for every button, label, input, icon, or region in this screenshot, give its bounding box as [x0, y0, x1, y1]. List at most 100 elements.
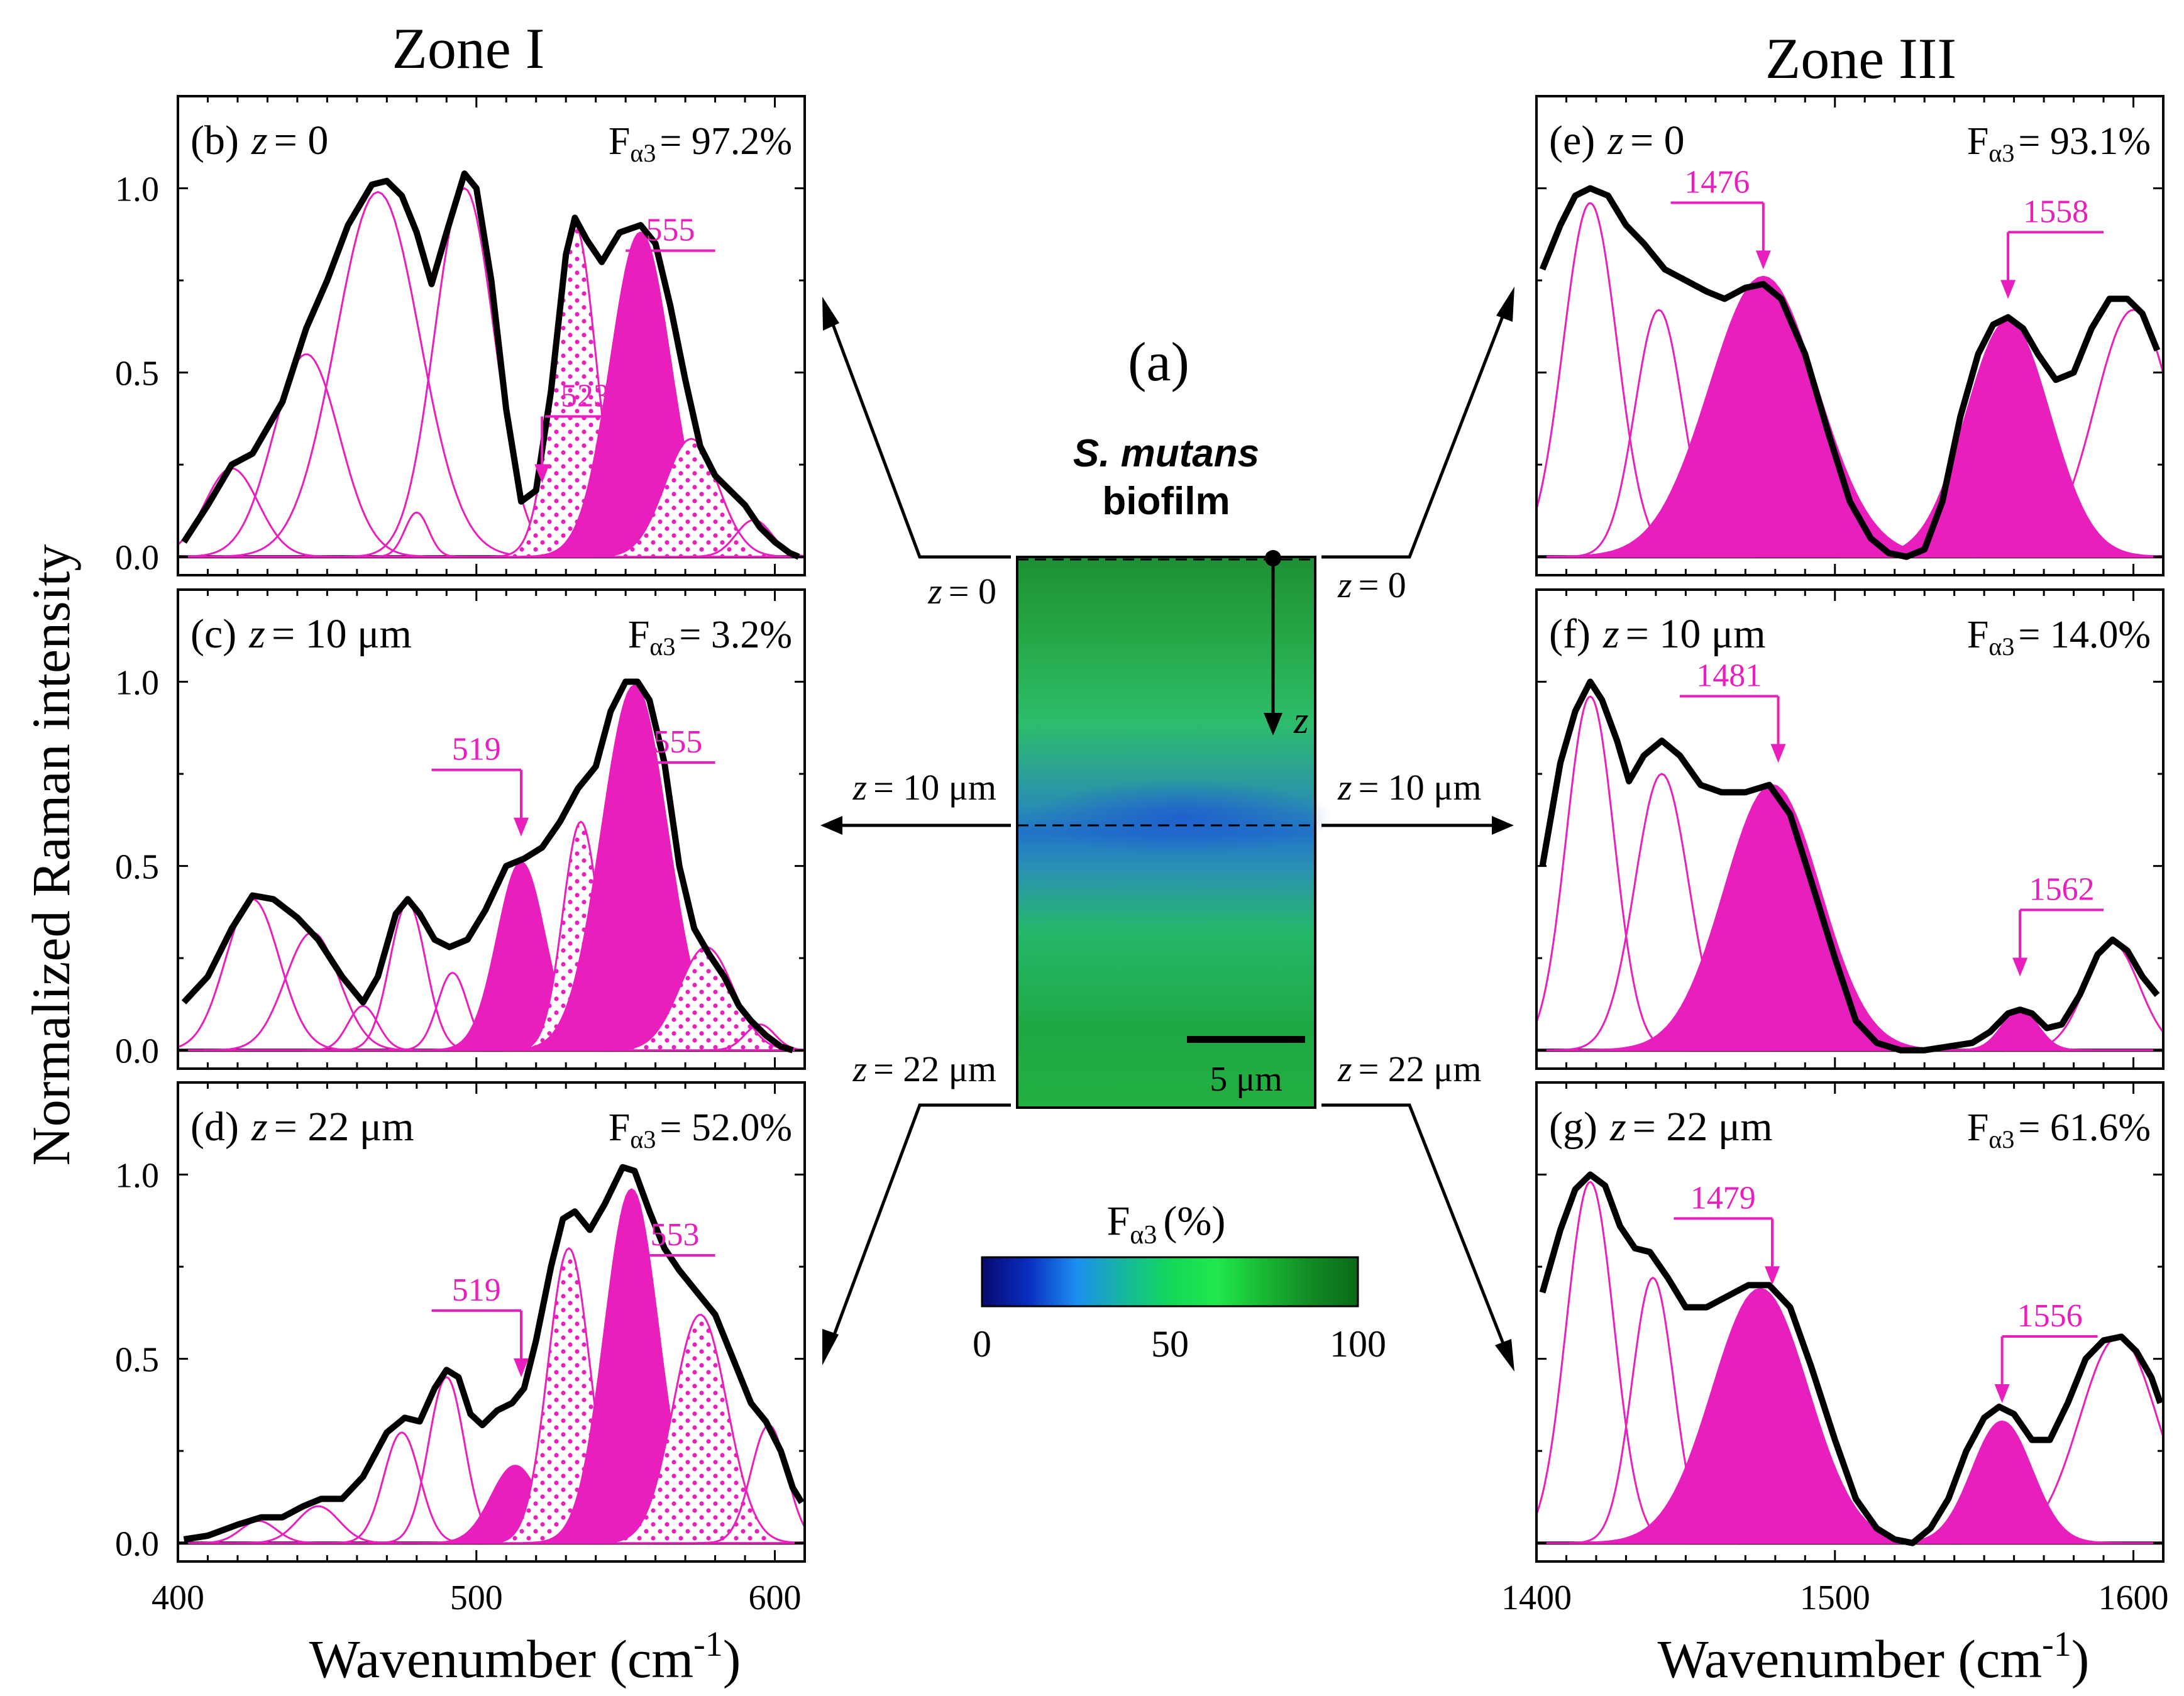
map-low-band: [1031, 779, 1333, 855]
envelope-curve: [1539, 1171, 2163, 1546]
f-alpha3-value: Fα3= 3.2%: [628, 614, 792, 661]
component-band-1558: [1839, 320, 2163, 558]
colorbar-tick-100: 100: [1330, 1323, 1386, 1365]
panel-frame: [1535, 588, 2165, 1070]
peak-label-555: 555: [653, 724, 702, 760]
annotation-arrow-head: [1994, 1384, 2010, 1403]
component-band-1418: [1536, 695, 1687, 1052]
panel-label: (c) z = 10 μm: [190, 611, 412, 657]
f-alpha3-value: Fα3= 93.1%: [1967, 120, 2151, 167]
component-band-1479: [1580, 784, 1965, 1052]
x-tick-label: 1500: [1800, 1578, 1870, 1617]
panel-frame: [1535, 95, 2165, 576]
panel-frame: [177, 1081, 806, 1563]
panel-label: (e) z = 0: [1549, 118, 1685, 163]
y-tick-label: 1.0: [115, 170, 159, 209]
y-tick-label: 1.0: [115, 1157, 159, 1196]
peak-label-1481: 1481: [1696, 658, 1762, 693]
depth-label-right-0: z = 0: [1337, 564, 1406, 605]
panel-a-label: (a): [1128, 332, 1189, 393]
depth-arrow-head: [1264, 713, 1282, 735]
x-axis-label-zone-1: Wavenumber (cm-1): [309, 1625, 741, 1689]
species-name: S. mutans: [1073, 432, 1259, 475]
panel-f: 1481 1562 (f) z = 10 μm Fα3= 14.0%: [1535, 588, 2165, 1070]
panel-label: (f) z = 10 μm: [1549, 611, 1766, 657]
arrow-head-c: [820, 816, 842, 835]
scale-bar-label: 5 μm: [1210, 1060, 1282, 1099]
depth-labels: z = 0 z = 0 z = 10 μm z = 10 μm z = 22 μm z = 22 μm: [852, 564, 1482, 1089]
peak-label-519: 519: [452, 732, 501, 768]
annotation-arrow-head: [2000, 280, 2016, 299]
panel-frame: [177, 95, 806, 576]
y-tick-label: 0.0: [115, 1032, 159, 1071]
arrow-head-d: [822, 1329, 839, 1365]
raman-map: z 5 μm: [1016, 550, 1333, 1109]
f-alpha3-value: Fα3= 14.0%: [1967, 614, 2151, 661]
x-tick-label: 1600: [2099, 1578, 2169, 1617]
annotation-arrow-head: [513, 817, 529, 837]
envelope-curve: [183, 1164, 805, 1543]
f-alpha3-value: Fα3= 52.0%: [609, 1106, 792, 1154]
envelope-curve: [181, 678, 794, 1054]
zone-3-title: Zone III: [1765, 26, 1956, 91]
x-tick-label: 600: [749, 1578, 802, 1617]
arrows: [826, 300, 1511, 1358]
component-band-480: [368, 511, 465, 558]
component-band-1556: [1882, 1420, 2122, 1545]
x-tick-label: 500: [450, 1578, 503, 1617]
peak-label-555: 555: [646, 212, 695, 248]
panel-frame: [177, 588, 806, 1070]
panel-label: (d) z = 22 μm: [190, 1104, 414, 1150]
peak-label-519: 519: [452, 1272, 501, 1308]
annotation-arrow-head: [1765, 1266, 1780, 1286]
arrow-head-e: [1496, 287, 1514, 322]
component-band-572: [583, 438, 800, 558]
f-alpha3-value: Fα3= 97.2%: [609, 120, 792, 167]
colorbar-tick-0: 0: [973, 1323, 991, 1365]
annotation-arrow-head: [1770, 744, 1786, 763]
depth-label-left-0: z = 0: [927, 571, 996, 612]
spectra-panels: 0.0 0.5 1.0 523 555 (b) z = 0 Fα3= 97.2% 0.0 0.5 1.…: [115, 95, 2169, 1617]
biofilm-label: biofilm: [1102, 480, 1230, 523]
panel-b: 0.0 0.5 1.0 523 555 (b) z = 0 Fα3= 97.2%: [115, 95, 806, 578]
y-tick-label: 0.5: [115, 848, 159, 887]
x-axis-label-zone-3: Wavenumber (cm-1): [1658, 1625, 2090, 1689]
annotation-arrow-head: [627, 1303, 643, 1322]
annotation-arrow-head: [534, 464, 550, 483]
peak-label-1476: 1476: [1684, 164, 1750, 200]
panel-g: 1400 1500 1600 1479 1556 (g) z = 22 μm Fα3= 61.6…: [1501, 1081, 2169, 1617]
arrow-to-d: [826, 1103, 1011, 1352]
depth-label-right-1: z = 10 μm: [1337, 767, 1482, 808]
colorbar-title: Fα3 (%): [1107, 1198, 1226, 1250]
arrow-heads: [820, 287, 1514, 1372]
y-tick-label: 0.0: [115, 1525, 159, 1564]
peak-label-1558: 1558: [2023, 194, 2088, 229]
annotation-arrow-head: [632, 298, 648, 317]
component-band-447: [234, 1505, 402, 1545]
panel-e: 1476 1558 (e) z = 0 Fα3= 93.1%: [1535, 95, 2165, 576]
y-tick-label: 1.0: [115, 664, 159, 703]
peak-label-1556: 1556: [2017, 1298, 2083, 1334]
panel-label: (g) z = 22 μm: [1549, 1104, 1773, 1150]
zone-1-title: Zone I: [392, 16, 545, 80]
panel-c: 0.0 0.5 1.0 519 555 (c) z = 10 μm Fα3= 3.2%: [115, 588, 806, 1071]
component-band-1476: [1547, 275, 1980, 558]
panel-label: (b) z = 0: [190, 118, 328, 163]
component-band-443: [178, 353, 439, 558]
envelope-curve: [1539, 678, 2160, 1054]
peak-label-523: 523: [561, 378, 610, 414]
annotation-arrow-head: [632, 810, 648, 829]
depth-label-right-2: z = 22 μm: [1337, 1049, 1482, 1089]
colorbar-tick-50: 50: [1151, 1323, 1189, 1365]
panel-frame: [1535, 1081, 2165, 1563]
f-alpha3-value: Fα3= 61.6%: [1967, 1106, 2151, 1154]
component-band-467: [209, 190, 546, 558]
envelope-curve: [1539, 185, 2161, 560]
scale-bar: [1187, 1036, 1305, 1043]
arrow-to-g: [1321, 1103, 1511, 1358]
y-tick-label: 0.5: [115, 355, 159, 394]
depth-axis-label: z: [1293, 700, 1308, 741]
peak-label-1562: 1562: [2029, 871, 2095, 907]
y-tick-label: 0.0: [115, 539, 159, 578]
